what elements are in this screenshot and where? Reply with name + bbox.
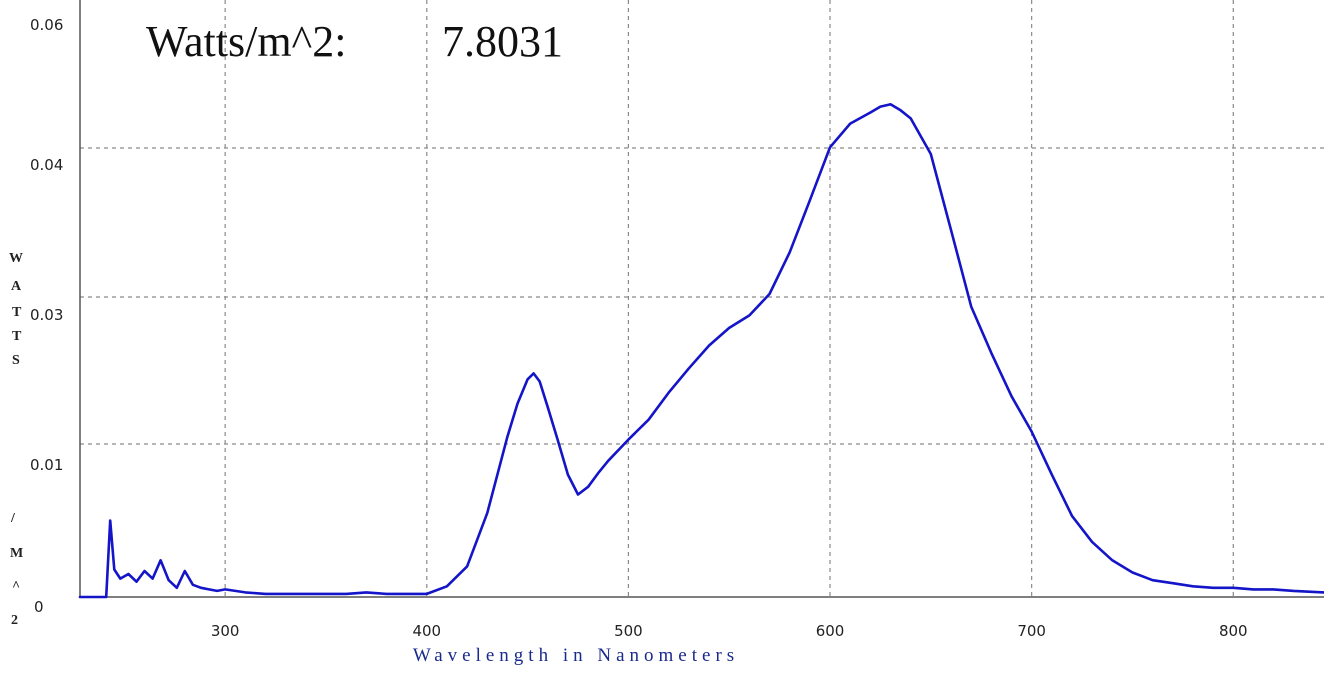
x-tick-labels: 300 400 500 600 700 800 — [211, 622, 1248, 640]
y-axis-label-letter: T — [12, 329, 22, 344]
readout-label: Watts/m^2: — [146, 17, 346, 66]
x-tick-label: 600 — [816, 622, 845, 640]
x-tick-label: 300 — [211, 622, 240, 640]
grid-lines — [80, 0, 1324, 597]
y-tick-label: 0 — [34, 598, 44, 616]
readout-value: 7.8031 — [442, 17, 563, 66]
x-tick-label: 700 — [1017, 622, 1046, 640]
y-axis-label-letter: W — [9, 251, 23, 266]
x-tick-label: 800 — [1219, 622, 1248, 640]
spectrum-series-line — [78, 103, 1324, 599]
y-axis-label-letter: M — [10, 546, 23, 561]
y-tick-label: 0.06 — [30, 16, 63, 34]
x-tick-label: 500 — [614, 622, 643, 640]
y-axis-label-letter: A — [11, 279, 22, 294]
x-axis-label: Wavelength in Nanometers — [413, 645, 739, 666]
y-axis-label-letter: ^ — [12, 579, 20, 594]
y-axis-label-letter: 2 — [11, 613, 18, 628]
y-axis-label-letter: S — [12, 353, 20, 368]
y-axis-label-letter: / — [10, 511, 16, 526]
y-tick-label: 0.03 — [30, 306, 63, 324]
y-tick-labels: 0 0.01 0.03 0.04 0.06 — [30, 16, 63, 616]
x-tick-label: 400 — [412, 622, 441, 640]
y-axis-label-letter: T — [12, 305, 22, 320]
y-tick-label: 0.04 — [30, 156, 63, 174]
y-tick-label: 0.01 — [30, 456, 63, 474]
